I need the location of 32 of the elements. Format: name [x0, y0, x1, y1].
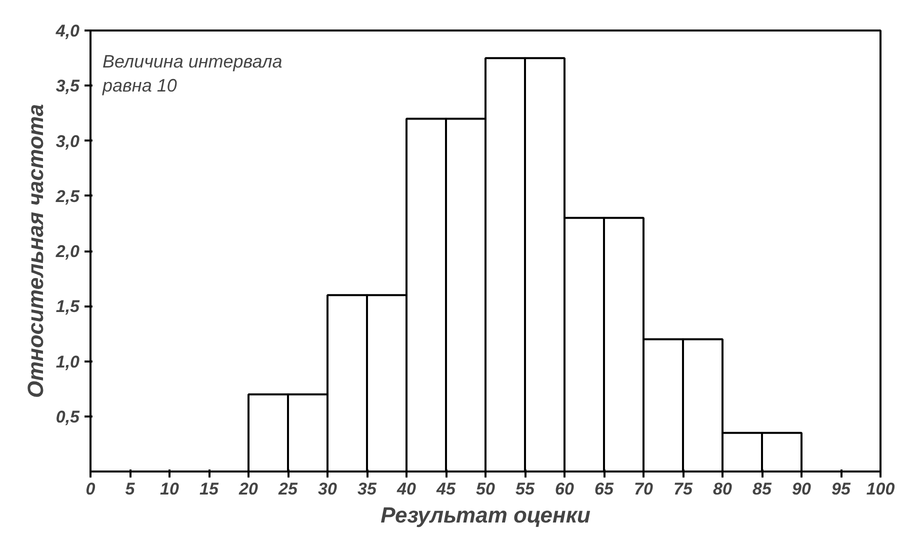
x-tick-label: 70: [634, 480, 654, 498]
x-tick-label: 60: [555, 480, 574, 498]
y-tick-label: 4,0: [54, 22, 80, 40]
y-tick-label: 2,0: [54, 242, 80, 261]
x-tick-label: 45: [436, 480, 456, 498]
x-tick-label: 80: [713, 480, 732, 498]
x-tick-label: 75: [674, 480, 693, 498]
x-tick-label: 10: [160, 480, 180, 498]
x-tick-label: 15: [200, 480, 219, 498]
y-axis-title: Относительная частота: [22, 104, 48, 398]
x-tick-label: 55: [516, 480, 535, 498]
x-tick-label: 25: [278, 480, 298, 498]
x-tick-label: 65: [594, 480, 614, 498]
x-tick-label: 100: [866, 480, 896, 498]
y-tick-label: 3,5: [56, 76, 80, 96]
y-tick-label: 1,0: [56, 352, 80, 372]
y-tick-label: 2,5: [54, 186, 80, 206]
x-tick-label: 30: [318, 480, 338, 498]
x-tick-label: 90: [792, 480, 812, 498]
x-tick-label: 20: [238, 480, 258, 498]
x-tick-label: 5: [125, 480, 136, 498]
x-axis-title: Результат оценки: [380, 502, 591, 528]
x-tick-label: 35: [358, 480, 377, 498]
x-tick-label: 40: [396, 480, 416, 498]
x-tick-label: 50: [476, 480, 496, 498]
x-tick-label: 95: [832, 480, 851, 498]
y-tick-label: 1,5: [56, 297, 80, 316]
y-tick-label: 3,0: [56, 132, 80, 151]
x-tick-label: 0: [86, 480, 96, 498]
annotation: Величина интервала равна 10: [102, 52, 282, 96]
x-tick-label: 85: [752, 480, 772, 498]
y-tick-label: 0,5: [56, 407, 80, 426]
